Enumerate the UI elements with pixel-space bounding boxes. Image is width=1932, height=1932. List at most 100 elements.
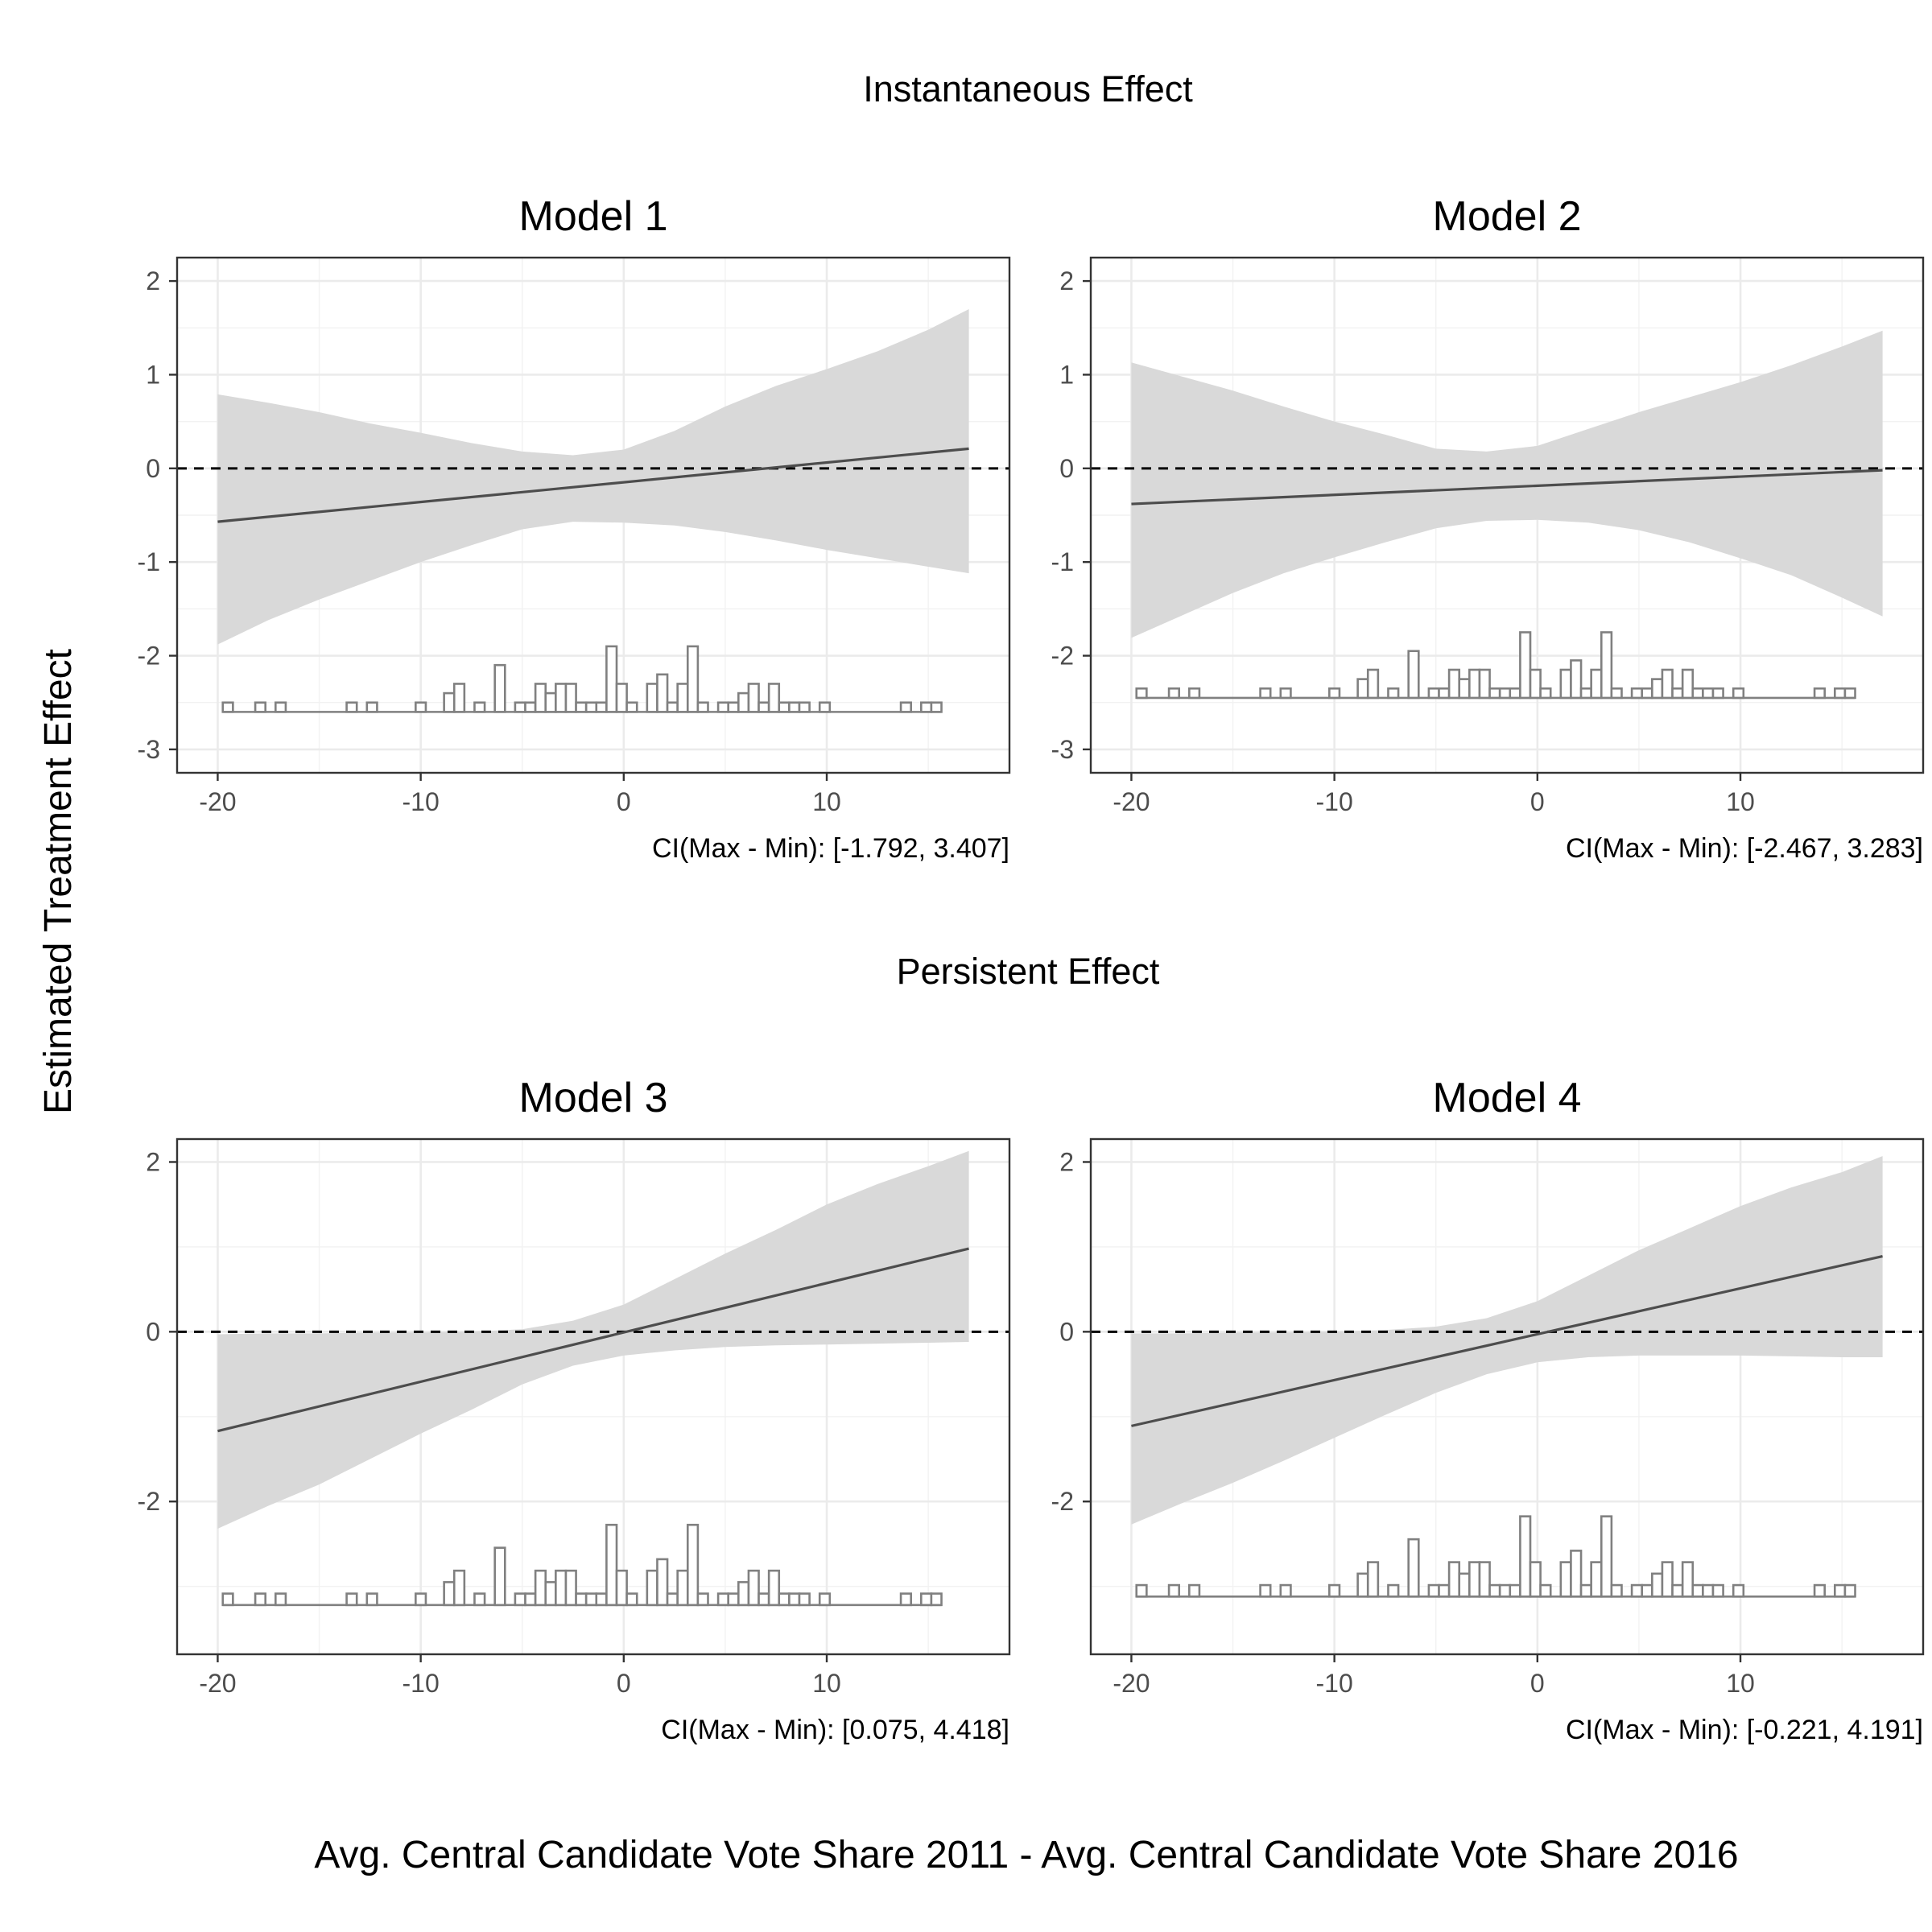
panel-border [1089, 256, 1925, 774]
histogram-bar [1529, 1561, 1542, 1598]
histogram-bar [1519, 1515, 1532, 1598]
histogram-bar [544, 691, 557, 713]
x-tick-label: 0 [1530, 1669, 1545, 1698]
histogram-bar [919, 701, 933, 713]
histogram-bar [524, 701, 537, 713]
histogram-bar [1590, 668, 1603, 700]
histogram-bar [767, 683, 781, 713]
histogram-bar [514, 701, 526, 713]
histogram-bar [798, 1592, 811, 1607]
histogram-bar [1167, 1583, 1181, 1598]
histogram-bar [555, 683, 568, 713]
y-tick-label: 2 [1059, 1147, 1074, 1176]
panel-title: Model 1 [519, 193, 668, 240]
y-tick-label: 1 [1059, 360, 1074, 389]
histogram-bar [534, 683, 547, 713]
y-tick-label: 0 [146, 454, 160, 483]
y-tick-label: 0 [146, 1317, 160, 1346]
histogram-bar [696, 701, 709, 713]
ci-caption: CI(Max - Min): [-0.221, 4.191] [1566, 1715, 1923, 1745]
histogram-bar [1356, 678, 1369, 700]
section-title-instantaneous: Instantaneous Effect [863, 68, 1193, 109]
histogram-bar [656, 1558, 669, 1607]
histogram-bar [778, 1592, 791, 1607]
x-tick-label: -10 [1316, 787, 1353, 816]
histogram-bar [716, 701, 730, 713]
histogram-bar [1579, 1583, 1592, 1598]
histogram-bar [737, 1581, 750, 1607]
histogram-bar [747, 1569, 760, 1607]
histogram-bar [1488, 1583, 1501, 1598]
histogram-bar [584, 1592, 598, 1607]
histogram-bar [1559, 668, 1572, 700]
histogram-bar [686, 645, 700, 713]
histogram-bar [443, 1581, 456, 1607]
x-tick-label: 0 [1530, 787, 1545, 816]
histogram-bar [1279, 1583, 1292, 1598]
histogram-bar [1498, 1583, 1512, 1598]
estimate-line [217, 1247, 969, 1433]
panel-title: Model 4 [1433, 1075, 1582, 1121]
histogram-bar [564, 1569, 577, 1607]
histogram-bar [221, 1592, 234, 1607]
histogram-bar [1610, 687, 1623, 700]
histogram-bar [575, 701, 588, 713]
histogram-bar [452, 683, 466, 713]
histogram-bar [696, 1592, 709, 1607]
histogram-bar [1488, 687, 1501, 700]
histogram-bar [1387, 687, 1400, 700]
histogram-bar [1529, 668, 1542, 700]
histogram-bar [930, 1592, 943, 1607]
y-tick-label: 2 [146, 1147, 160, 1176]
histogram-bar [919, 1592, 933, 1607]
estimate-line [1131, 1254, 1883, 1427]
histogram [1135, 1515, 1856, 1598]
histogram-bar [1478, 1561, 1491, 1598]
x-tick-label: 10 [1726, 787, 1755, 816]
histogram-bar [1651, 1572, 1664, 1598]
histogram-bar [788, 1592, 801, 1607]
histogram-bar [1702, 687, 1715, 700]
x-tick-label: -20 [1113, 787, 1150, 816]
histogram-bar [514, 1592, 526, 1607]
histogram-bar [1579, 687, 1592, 700]
histogram-bar [1600, 1515, 1613, 1598]
histogram-bar [1468, 668, 1481, 700]
histogram-bar [275, 701, 287, 713]
histogram-bar [605, 1523, 618, 1607]
histogram-bar [1539, 1583, 1552, 1598]
histogram-bar [1458, 1572, 1471, 1598]
panel-border [1089, 1137, 1925, 1656]
histogram-bar [758, 701, 770, 713]
histogram-bar [1661, 668, 1674, 700]
histogram-bar [646, 683, 658, 713]
histogram-bar [605, 645, 618, 713]
histogram-bar [564, 683, 577, 713]
y-tick-label: -3 [1051, 735, 1074, 764]
histogram-bar [1188, 687, 1201, 700]
panel-border [175, 256, 1011, 774]
histogram-bar [1661, 1561, 1674, 1598]
histogram-bar [615, 1569, 628, 1607]
histogram-bar [1691, 1583, 1704, 1598]
y-tick-label: 0 [1059, 454, 1074, 483]
histogram-bar [656, 673, 669, 713]
y-tick-label: -2 [138, 642, 160, 671]
histogram-bar [1407, 650, 1420, 700]
histogram-bar [493, 663, 506, 713]
y-tick-label: -3 [138, 735, 160, 764]
y-axis-title: Estimated Treatment Effect [37, 649, 80, 1114]
histogram-bar [1427, 687, 1440, 700]
histogram-bar [1843, 687, 1856, 700]
histogram-bar [1259, 687, 1272, 700]
histogram-bar [1610, 1583, 1623, 1598]
histogram-bar [1732, 1583, 1745, 1598]
confidence-band [1131, 330, 1883, 638]
confidence-band [217, 309, 969, 645]
histogram-bar [1427, 1583, 1440, 1598]
x-tick-label: -20 [199, 787, 236, 816]
histogram-bar [1833, 687, 1847, 700]
x-tick-label: 0 [617, 787, 631, 816]
